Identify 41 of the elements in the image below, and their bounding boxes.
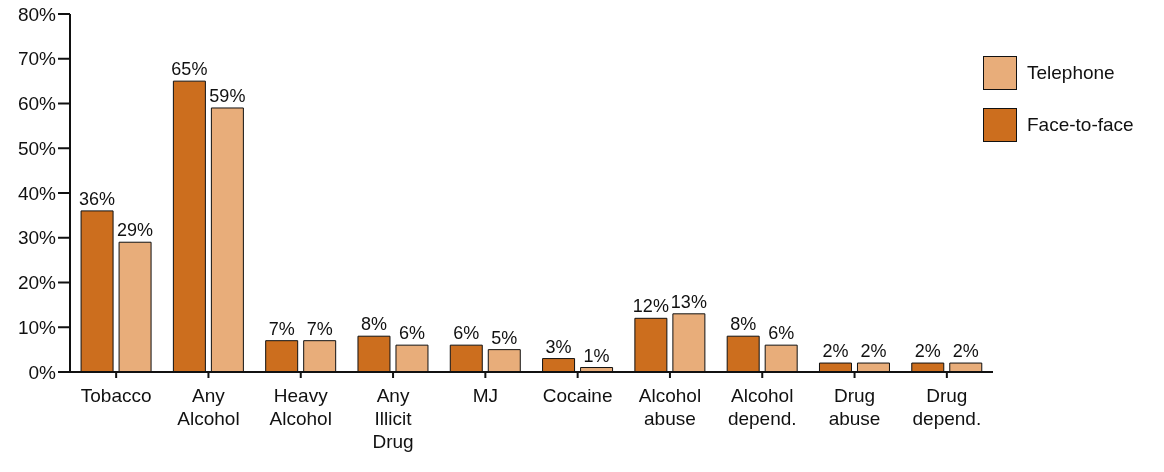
x-tick-label: Tobacco	[80, 385, 152, 406]
data-label: 2%	[860, 341, 887, 362]
y-tick-label: 80%	[17, 3, 57, 25]
x-tick-label: Alcohol depend.	[727, 385, 797, 429]
data-label: 6%	[453, 323, 480, 344]
data-label: 7%	[306, 318, 333, 339]
data-label: 2%	[914, 341, 941, 362]
data-label: 2%	[822, 341, 849, 362]
data-label: 29%	[117, 220, 154, 241]
x-tick-label: Any Illicit Drug	[372, 385, 414, 452]
legend-label: Telephone	[1027, 62, 1115, 84]
data-label: 6%	[768, 323, 795, 344]
data-label: 1%	[583, 345, 610, 366]
y-tick-label: 0%	[28, 361, 57, 383]
y-tick-label: 10%	[17, 316, 57, 338]
data-label: 8%	[730, 314, 757, 335]
data-label: 7%	[268, 318, 295, 339]
data-label: 8%	[360, 314, 387, 335]
data-label: 13%	[670, 291, 707, 312]
x-tick-label: Heavy Alcohol	[269, 385, 332, 429]
data-label: 65%	[171, 59, 208, 80]
y-tick-label: 20%	[17, 272, 57, 294]
x-tick-label: Any Alcohol	[177, 385, 240, 429]
data-label: 59%	[209, 85, 246, 106]
x-tick-label: Cocaine	[542, 385, 613, 406]
x-tick-label: MJ	[472, 385, 499, 406]
data-label: 5%	[491, 327, 518, 348]
legend-label: Face-to-face	[1027, 114, 1134, 136]
data-label: 2%	[952, 341, 979, 362]
data-label: 36%	[79, 188, 116, 209]
x-tick-label: Drug depend.	[912, 385, 982, 429]
y-tick-label: 30%	[17, 227, 57, 249]
y-tick-label: 60%	[17, 93, 57, 115]
data-label: 3%	[545, 336, 572, 357]
x-tick-label: Alcohol abuse	[638, 385, 702, 429]
x-tick-label: Drug abuse	[828, 385, 881, 429]
data-label: 6%	[398, 323, 425, 344]
y-tick-label: 70%	[17, 48, 57, 70]
data-label: 12%	[632, 296, 669, 317]
y-tick-label: 50%	[17, 137, 57, 159]
y-tick-label: 40%	[17, 182, 57, 204]
